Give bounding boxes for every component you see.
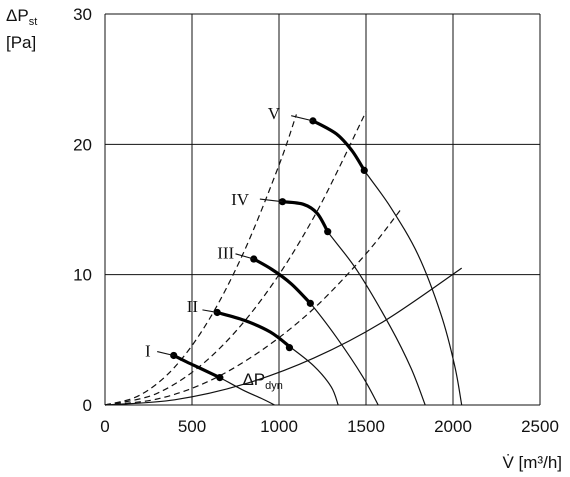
grid: [104, 13, 541, 406]
leader-line-iv: [259, 198, 283, 203]
curve-label-i: I: [145, 341, 151, 360]
operating-range-v: [311, 119, 366, 172]
curve-label-v: V: [268, 104, 281, 123]
leader-line-v: [291, 115, 314, 122]
curve-label-iv: IV: [231, 190, 250, 209]
curve-label-iii: III: [217, 244, 234, 263]
x-tick-label: 2500: [521, 417, 559, 436]
operating-point-iv: [324, 228, 332, 236]
x-tick-label: 0: [100, 417, 109, 436]
operating-range-iii: [252, 257, 312, 305]
system-curve-3: [104, 209, 402, 406]
system-curves: [104, 111, 463, 406]
y-tick-label: 30: [73, 5, 92, 24]
system-curve-2: [104, 111, 367, 406]
leader-line-i: [157, 351, 174, 357]
fan-curve-iv: [282, 201, 426, 406]
curve-label-ii: II: [187, 297, 199, 316]
fan-curve-v: [312, 120, 463, 406]
y-axis-label: ΔPst: [6, 6, 37, 28]
x-tick-label: 1000: [260, 417, 298, 436]
operating-point-i: [216, 374, 224, 382]
operating-range-i: [172, 353, 222, 380]
operating-range-ii: [215, 310, 291, 348]
dynamic-pressure-label: ΔPdyn: [242, 370, 282, 392]
x-tick-label: 1500: [347, 417, 385, 436]
operating-point-ii: [285, 344, 294, 352]
y-axis-unit: [Pa]: [6, 33, 36, 52]
y-tick-label: 20: [73, 135, 92, 154]
y-tick-label: 10: [73, 266, 92, 285]
operating-range-iv: [280, 200, 330, 234]
leader-line-ii: [202, 309, 218, 314]
system-curve-1: [104, 114, 297, 406]
leader-line-iii: [235, 253, 254, 260]
y-tick-label: 0: [83, 396, 92, 415]
x-tick-label: 500: [178, 417, 206, 436]
operating-point-v: [360, 166, 368, 174]
tick-labels: 0 500 1000 1500 2000 2500 0 10 20 30: [73, 5, 559, 436]
fan-curves: [170, 117, 463, 406]
operating-point-iii: [306, 299, 314, 307]
x-tick-label: 2000: [434, 417, 472, 436]
system-curve-4: [104, 267, 463, 406]
x-axis-label: V̇ [m³/h]: [502, 453, 562, 472]
